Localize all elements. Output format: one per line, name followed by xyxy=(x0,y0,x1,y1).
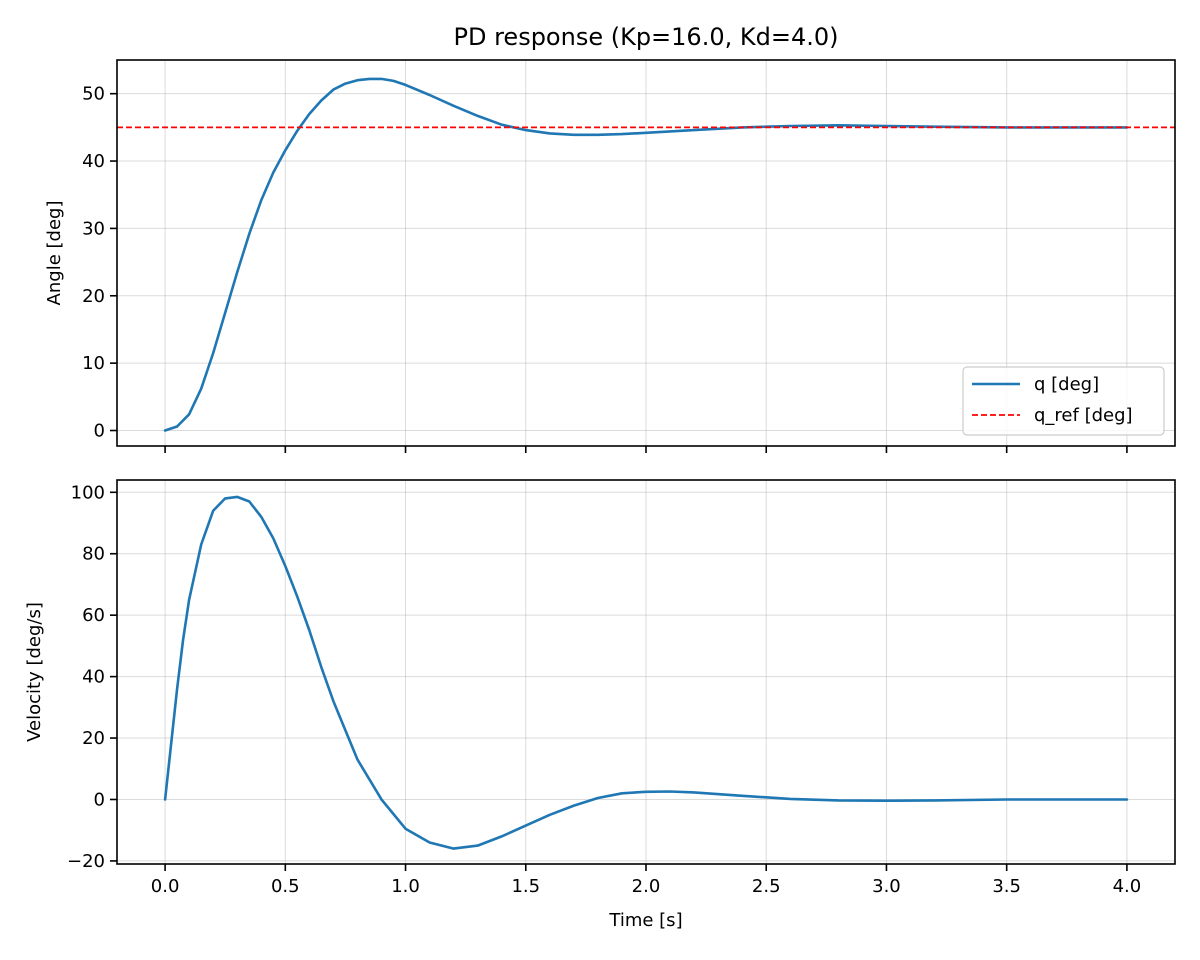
x-tick-label: 4.0 xyxy=(1113,876,1142,897)
x-axis-label: Time [s] xyxy=(608,910,682,931)
x-tick-label: 3.5 xyxy=(992,876,1021,897)
y-tick-label: −20 xyxy=(67,851,105,872)
top-series-line-0 xyxy=(163,77,1129,432)
chart-title: PD response (Kp=16.0, Kd=4.0) xyxy=(454,23,839,51)
bottom-y-axis-label: Velocity [deg/s] xyxy=(24,602,45,742)
y-tick-label: 0 xyxy=(94,421,105,442)
y-tick-label: 80 xyxy=(82,544,105,565)
y-tick-label: 0 xyxy=(94,789,105,810)
y-tick-label: 100 xyxy=(71,482,105,503)
bottom-grid xyxy=(117,480,1175,864)
top-y-ticks: 0 10 20 30 40 50 xyxy=(82,84,117,442)
x-tick-label: 1.5 xyxy=(511,876,540,897)
x-tick-label: 0.5 xyxy=(271,876,300,897)
legend-label-q: q [deg] xyxy=(1034,374,1099,395)
x-tick-label: 1.0 xyxy=(391,876,420,897)
y-tick-label: 20 xyxy=(82,286,105,307)
y-tick-label: 20 xyxy=(82,728,105,749)
y-tick-label: 60 xyxy=(82,605,105,626)
top-x-ticks xyxy=(164,446,1128,453)
y-tick-label: 40 xyxy=(82,667,105,688)
y-tick-label: 10 xyxy=(82,353,105,374)
y-tick-label: 30 xyxy=(82,218,105,239)
bottom-y-ticks: −20 0 20 40 60 80 100 xyxy=(67,482,117,872)
top-y-axis-label: Angle [deg] xyxy=(44,201,65,306)
bottom-series xyxy=(163,495,1129,850)
legend-label-q-ref: q_ref [deg] xyxy=(1034,405,1133,426)
x-tick-label: 2.5 xyxy=(752,876,781,897)
x-tick-label: 3.0 xyxy=(872,876,901,897)
x-tick-label: 2.0 xyxy=(632,876,661,897)
bottom-x-ticks: 0.0 0.5 1.0 1.5 2.0 2.5 3.0 3.5 4.0 xyxy=(151,864,1141,897)
y-tick-label: 40 xyxy=(82,151,105,172)
x-tick-label: 0.0 xyxy=(151,876,180,897)
y-tick-label: 50 xyxy=(82,84,105,105)
top-series xyxy=(117,77,1175,432)
bottom-series-line-0 xyxy=(163,495,1129,850)
legend: q [deg] q_ref [deg] xyxy=(962,366,1165,436)
